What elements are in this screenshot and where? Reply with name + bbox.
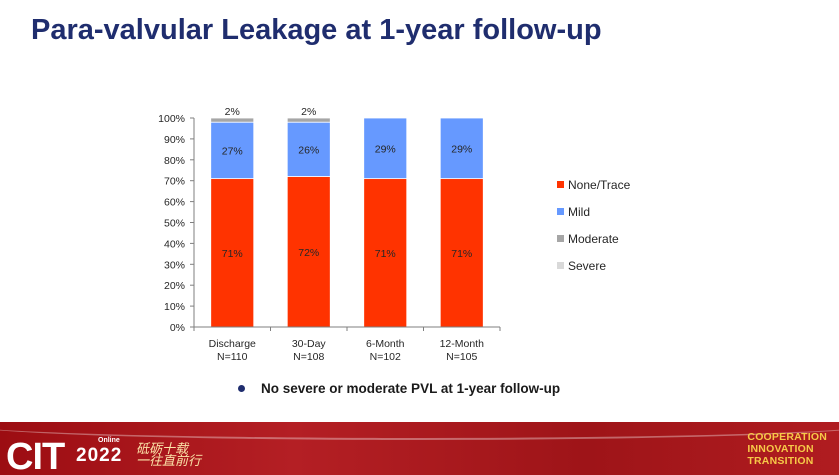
- y-tick-label: 50%: [164, 218, 185, 230]
- footer-banner: CIT Online 2022 砥砺十载 一往直前行 COOPERATION I…: [0, 422, 839, 475]
- bar-none-trace: [439, 178, 484, 328]
- legend-label: Severe: [568, 259, 606, 273]
- online-label: Online: [98, 437, 120, 444]
- data-label: 72%: [298, 247, 319, 259]
- key-finding-text: No severe or moderate PVL at 1-year foll…: [261, 381, 561, 396]
- legend-label: Mild: [568, 205, 590, 219]
- data-label: 2%: [301, 106, 316, 118]
- slogan: 砥砺十载 一往直前行: [136, 442, 202, 469]
- data-label: 27%: [222, 145, 243, 157]
- y-tick-label: 20%: [164, 280, 185, 292]
- cit-2022-logo: CIT Online 2022 砥砺十载 一往直前行: [4, 426, 224, 475]
- key-finding-bullet: No severe or moderate PVL at 1-year foll…: [238, 381, 560, 396]
- x-tick-label: 6-Month: [366, 338, 405, 350]
- data-label: 29%: [375, 143, 396, 155]
- y-tick-label: 100%: [158, 113, 185, 125]
- x-tick-label: N=102: [370, 351, 401, 363]
- bar-moderate: [286, 117, 331, 123]
- x-tick-label: N=108: [293, 351, 324, 363]
- cit-logo-text: CIT: [6, 436, 65, 475]
- data-label: 2%: [225, 106, 240, 118]
- bullet-dot-icon: [238, 384, 245, 392]
- y-tick-label: 60%: [164, 197, 185, 209]
- slogan-line-2: 一往直前行: [136, 454, 202, 469]
- y-tick-label: 30%: [164, 259, 185, 271]
- bar-none-trace: [210, 178, 255, 328]
- slide-title: Para-valvular Leakage at 1-year follow-u…: [31, 14, 602, 46]
- bar-mild: [439, 117, 484, 180]
- legend-swatch: [557, 208, 564, 215]
- legend-label: Moderate: [568, 232, 619, 246]
- slogan-line-1: 砥砺十载: [136, 442, 189, 457]
- tagline-transition: TRANSITION: [747, 455, 814, 467]
- data-label: 71%: [375, 248, 396, 260]
- y-tick-label: 10%: [164, 301, 185, 313]
- y-tick-label: 70%: [164, 176, 185, 188]
- data-label: 71%: [222, 248, 243, 260]
- footer-swoosh: [0, 422, 839, 440]
- tagline-cooperation: COOPERATION: [747, 431, 827, 443]
- legend-label: None/Trace: [568, 178, 631, 192]
- bar-moderate: [210, 117, 255, 123]
- bar-none-trace: [286, 176, 331, 328]
- tagline-innovation: INNOVATION: [747, 443, 814, 455]
- x-tick-label: N=105: [446, 351, 477, 363]
- stacked-bar-chart: 71% 27% 2% 72% 26% 2% 71% 29% 71% 29% 0% 10% 20% 30%…: [158, 106, 631, 363]
- y-tick-label: 0%: [170, 322, 185, 334]
- x-tick-label: 30-Day: [292, 338, 327, 350]
- data-label: 26%: [298, 144, 319, 156]
- data-label: 29%: [451, 143, 472, 155]
- bar-mild: [363, 117, 408, 180]
- taglines: COOPERATION INNOVATION TRANSITION: [747, 431, 827, 467]
- legend-swatch: [557, 262, 564, 269]
- legend-swatch: [557, 235, 564, 242]
- bar-mild: [286, 121, 331, 177]
- data-label: 71%: [451, 248, 472, 260]
- y-tick-label: 90%: [164, 134, 185, 146]
- y-tick-label: 80%: [164, 155, 185, 167]
- x-tick-label: 12-Month: [440, 338, 485, 350]
- x-tick-label: Discharge: [209, 338, 256, 350]
- y-tick-label: 40%: [164, 238, 185, 250]
- legend-swatch: [557, 181, 564, 188]
- year-label: 2022: [76, 445, 123, 466]
- x-tick-label: N=110: [217, 351, 248, 363]
